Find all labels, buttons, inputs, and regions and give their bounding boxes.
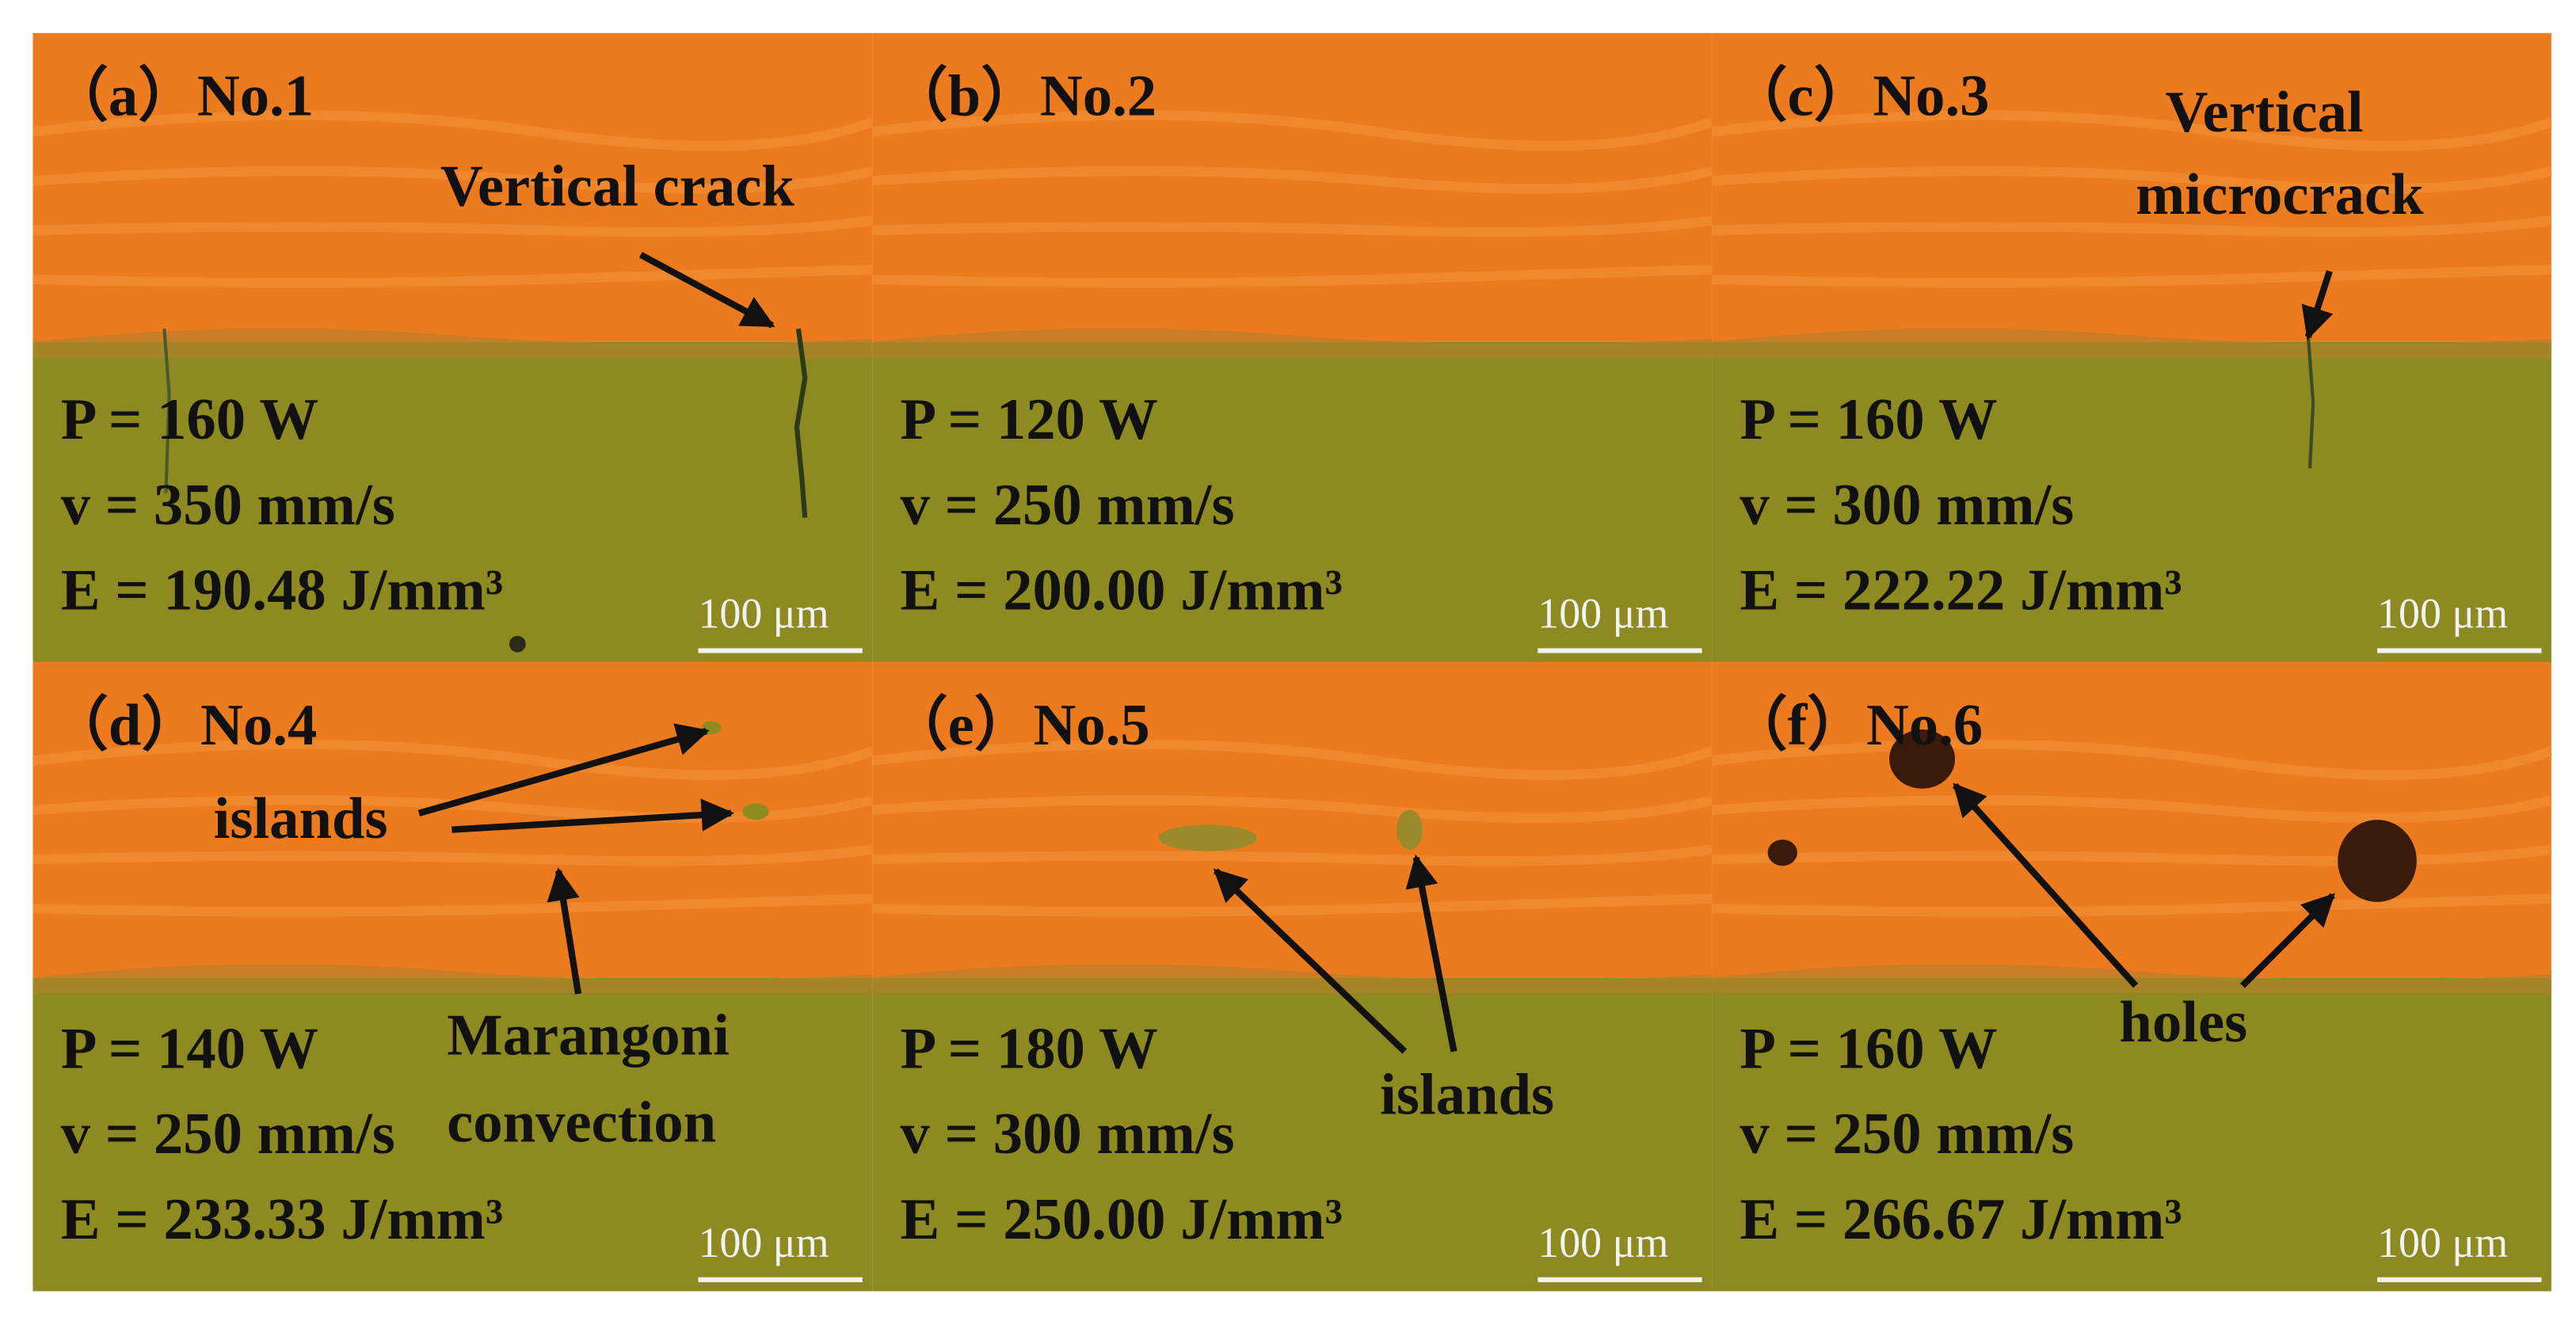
flow-texture	[1711, 844, 2552, 866]
flow-texture	[872, 265, 1713, 288]
micrograph-melt	[32, 32, 873, 342]
flow-texture	[871, 795, 1713, 823]
flow-texture	[1711, 215, 2552, 238]
hole	[1889, 729, 1956, 789]
flow-texture	[871, 166, 1713, 194]
micrograph-melt	[1712, 32, 2551, 342]
flow-texture	[872, 893, 1713, 917]
process-parameter: E = 266.67 J/mm³	[1740, 1186, 2182, 1252]
process-parameter: v = 350 mm/s	[61, 472, 395, 538]
annotation: holes	[2119, 989, 2247, 1055]
arrow	[1213, 868, 1408, 1054]
pore	[509, 635, 526, 653]
flow-texture	[1711, 739, 2554, 780]
flow-texture	[32, 844, 874, 866]
flow-texture	[32, 166, 874, 194]
process-parameter: P = 180 W	[901, 1015, 1158, 1081]
melt-boundary	[1712, 328, 2551, 359]
flow-texture	[32, 893, 873, 917]
scale-bar-label: 100 μm	[698, 1219, 829, 1266]
scale-bar-label: 100 μm	[2377, 1219, 2508, 1266]
annotation: Vertical crack	[440, 154, 795, 219]
arrow	[2301, 270, 2334, 341]
micrograph-substrate	[32, 341, 873, 663]
flow-texture	[1711, 893, 2552, 917]
flow-texture	[1711, 795, 2553, 823]
process-parameter: v = 300 mm/s	[901, 1101, 1235, 1167]
micrograph-melt	[872, 32, 1713, 342]
annotation: Vertical	[2166, 79, 2364, 145]
micrograph-melt	[1712, 662, 2551, 978]
process-parameter: v = 250 mm/s	[61, 1101, 395, 1167]
micrograph-melt	[872, 662, 1713, 978]
hole	[1767, 839, 1797, 866]
process-parameter: P = 160 W	[61, 386, 318, 452]
arrow	[2240, 893, 2335, 988]
process-parameter: P = 160 W	[1740, 386, 1997, 452]
flow-texture	[32, 215, 874, 238]
melt-boundary	[32, 328, 873, 359]
island	[1158, 824, 1257, 851]
panel-label: （c）No.3	[1728, 63, 1990, 128]
crack	[2306, 337, 2315, 469]
annotation: microcrack	[2136, 162, 2424, 227]
island	[1396, 809, 1423, 850]
scale-bar-label: 100 μm	[698, 590, 829, 638]
process-parameter: E = 250.00 J/mm³	[901, 1186, 1343, 1252]
process-parameter: v = 250 mm/s	[1740, 1101, 2074, 1167]
process-parameter: E = 200.00 J/mm³	[901, 558, 1343, 623]
flow-texture	[871, 739, 1714, 780]
process-parameter: E = 222.22 J/mm³	[1740, 558, 2182, 623]
annotation: islands	[214, 786, 388, 851]
flow-texture	[32, 265, 873, 288]
flow-texture	[1711, 265, 2552, 288]
arrow	[417, 723, 710, 817]
arrow	[638, 252, 775, 329]
melt-boundary	[872, 328, 1713, 359]
melt-boundary	[872, 964, 1713, 995]
process-parameter: P = 140 W	[61, 1015, 318, 1081]
panel-label: （a）No.1	[49, 63, 314, 128]
process-parameter: v = 300 mm/s	[1740, 472, 2074, 538]
flow-texture	[32, 739, 875, 780]
process-parameter: E = 233.33 J/mm³	[61, 1186, 503, 1252]
crack	[162, 328, 171, 493]
panel-label: （d）No.4	[49, 692, 317, 758]
flow-texture	[32, 795, 874, 823]
flow-texture	[1711, 110, 2554, 151]
hole	[2338, 820, 2417, 902]
island	[742, 803, 769, 820]
scale-bar-label: 100 μm	[1538, 1219, 1668, 1266]
process-parameter: P = 120 W	[901, 386, 1158, 452]
arrow	[547, 867, 582, 995]
arrow	[452, 798, 735, 833]
flow-texture	[871, 110, 1714, 151]
micrograph-substrate	[872, 341, 1713, 663]
annotation: Marangoni	[447, 1003, 730, 1068]
panel-label: （b）No.2	[889, 63, 1157, 128]
panel-label: （e）No.5	[889, 692, 1150, 758]
scale-bar-label: 100 μm	[2377, 590, 2508, 638]
process-parameter: E = 190.48 J/mm³	[61, 558, 503, 623]
flow-texture	[1711, 166, 2553, 194]
flow-texture	[872, 215, 1713, 238]
crack	[794, 328, 808, 518]
annotation: islands	[1380, 1061, 1554, 1127]
melt-boundary	[32, 964, 873, 995]
scale-bar-label: 100 μm	[1538, 590, 1668, 638]
process-parameter: P = 160 W	[1740, 1015, 1997, 1081]
panel-label: （f）No.6	[1728, 692, 1983, 758]
micrograph-substrate	[1712, 977, 2551, 1292]
arrow	[1952, 782, 2139, 988]
micrograph-substrate	[872, 977, 1713, 1292]
micrograph-substrate	[32, 977, 873, 1292]
annotation: convection	[447, 1090, 716, 1155]
arrow	[1405, 854, 1458, 1053]
flow-texture	[872, 844, 1713, 866]
flow-texture	[32, 110, 875, 151]
micrograph-substrate	[1712, 341, 2551, 663]
process-parameter: v = 250 mm/s	[901, 472, 1235, 538]
